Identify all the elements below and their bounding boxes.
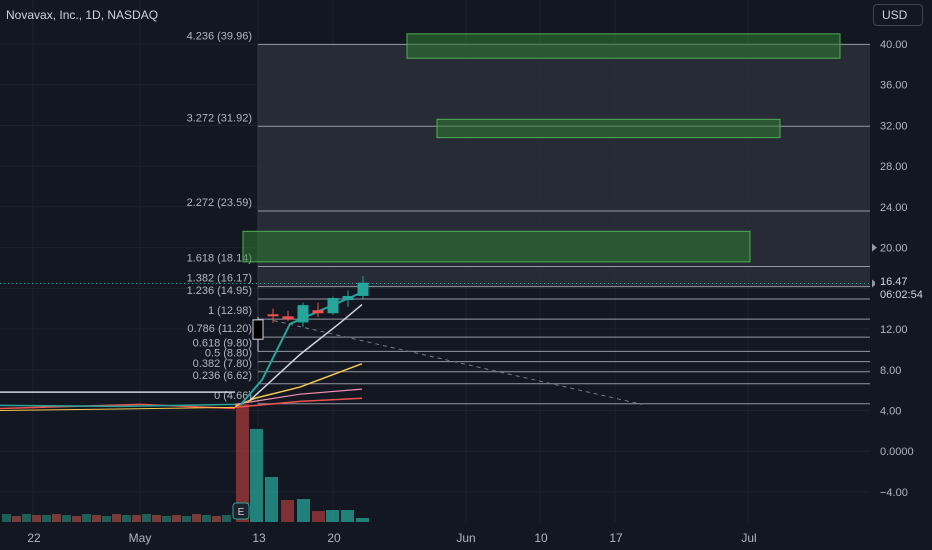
- earnings-label: E: [238, 507, 245, 518]
- volume-bar: [72, 516, 81, 522]
- volume-bar: [341, 510, 354, 522]
- volume-bar: [52, 514, 61, 522]
- fib-level-label: 4.236 (39.96): [187, 30, 252, 42]
- volume-bar: [102, 516, 111, 522]
- volume-bar: [326, 510, 339, 522]
- ma-red-rise: [234, 397, 363, 409]
- volume-bar: [297, 499, 310, 522]
- volume-bar: [132, 515, 141, 522]
- y-tick-label: 12.00: [880, 324, 908, 336]
- x-tick-label: 22: [27, 531, 41, 545]
- ma-red: [0, 403, 236, 410]
- fib-level-label: 2.272 (23.59): [187, 197, 252, 209]
- fib-level-label: 1.382 (16.17): [187, 273, 252, 285]
- volume-bar: [112, 514, 121, 522]
- volume-bar: [212, 516, 221, 522]
- volume-bar: [236, 404, 249, 522]
- volume-bar: [162, 516, 171, 522]
- fib-extension-band: [257, 44, 870, 404]
- last-price-value: 16.47: [880, 276, 908, 288]
- volume-bar: [312, 511, 325, 522]
- fib-level-label: 3.272 (31.92): [187, 112, 252, 124]
- candle-body: [282, 316, 294, 320]
- volume-bars: [2, 404, 369, 522]
- price-axis-marker: [872, 243, 877, 252]
- fib-level-label: 1.618 (18.14): [187, 253, 252, 265]
- last-price-badge: 16.47 06:02:54: [875, 275, 932, 303]
- trend-line[interactable]: [0, 283, 870, 405]
- ma-teal-base: [0, 403, 236, 408]
- x-tick-label: 10: [534, 531, 548, 545]
- volume-bar: [122, 515, 131, 522]
- y-tick-label: 40.00: [880, 39, 908, 51]
- bar-countdown: 06:02:54: [880, 289, 923, 301]
- y-tick-label: 8.00: [880, 365, 901, 377]
- volume-bar: [222, 515, 231, 522]
- fib-level-label: 0.382 (7.80): [193, 358, 252, 370]
- x-tick-label: 17: [609, 531, 623, 545]
- supply-zone: [436, 118, 781, 139]
- x-tick-label: 13: [252, 531, 266, 545]
- candle-body: [267, 314, 279, 317]
- volume-bar: [192, 514, 201, 522]
- volume-bar: [142, 514, 151, 522]
- candle-body: [357, 282, 369, 296]
- volume-bar: [2, 514, 11, 522]
- candle-body: [312, 310, 324, 314]
- currency-button[interactable]: USD: [873, 4, 923, 26]
- candles: [252, 276, 369, 352]
- supply-zone: [406, 33, 841, 59]
- volume-bar: [265, 477, 278, 522]
- y-tick-label: 24.00: [880, 202, 908, 214]
- y-tick-label: 36.00: [880, 80, 908, 92]
- price-axis-marker: [872, 279, 877, 288]
- volume-bar: [62, 515, 71, 522]
- ma-pink: [234, 388, 363, 405]
- symbol-title: Novavax, Inc., 1D, NASDAQ: [6, 8, 159, 22]
- x-tick-label: 20: [327, 531, 341, 545]
- trend-line: [265, 318, 643, 405]
- candle-body: [252, 319, 264, 340]
- volume-bar: [12, 516, 21, 522]
- time-axis[interactable]: 22 May 13 20 Jun 10 17 Jul: [27, 531, 756, 545]
- x-tick-label: Jun: [456, 531, 475, 545]
- fib-level-label: 1 (12.98): [208, 305, 252, 317]
- volume-bar: [42, 515, 51, 522]
- candle-body: [342, 295, 354, 301]
- y-tick-label: 28.00: [880, 161, 908, 173]
- volume-bar: [82, 514, 91, 522]
- supply-zones[interactable]: [242, 33, 841, 263]
- volume-bar: [356, 518, 369, 522]
- y-tick-label: −4.00: [880, 487, 908, 499]
- volume-bar: [32, 515, 41, 522]
- price-axis[interactable]: 40.0036.0032.0028.0024.0020.0016.0012.00…: [872, 39, 914, 499]
- fib-level-label: 0.618 (9.80): [193, 337, 252, 349]
- volume-bar: [281, 500, 294, 522]
- y-tick-label: 4.00: [880, 405, 901, 417]
- candle-body: [327, 298, 339, 314]
- earnings-icon: [232, 502, 250, 520]
- fib-level-label: 0.786 (11.20): [187, 323, 252, 335]
- volume-bar: [202, 515, 211, 522]
- earnings-marker[interactable]: E: [232, 502, 250, 520]
- volume-bar: [250, 429, 263, 522]
- volume-bar: [182, 516, 191, 522]
- fib-level-label: 1.236 (14.95): [187, 285, 252, 297]
- y-tick-label: 20.00: [880, 243, 908, 255]
- volume-bar: [152, 515, 161, 522]
- volume-bar: [172, 515, 181, 522]
- y-tick-label: 32.00: [880, 120, 908, 132]
- supply-zone: [242, 230, 751, 263]
- ma-yellow-base: [0, 406, 236, 411]
- x-tick-label: Jul: [741, 531, 756, 545]
- x-tick-label: May: [129, 531, 152, 545]
- y-tick-label: 0.0000: [880, 446, 914, 458]
- volume-bar: [22, 514, 31, 522]
- candle-body: [297, 305, 309, 323]
- volume-bar: [92, 515, 101, 522]
- fib-level-label: 0.5 (8.80): [205, 348, 252, 360]
- ma-gray: [249, 304, 363, 401]
- fib-level-label: 0.236 (6.62): [193, 370, 252, 382]
